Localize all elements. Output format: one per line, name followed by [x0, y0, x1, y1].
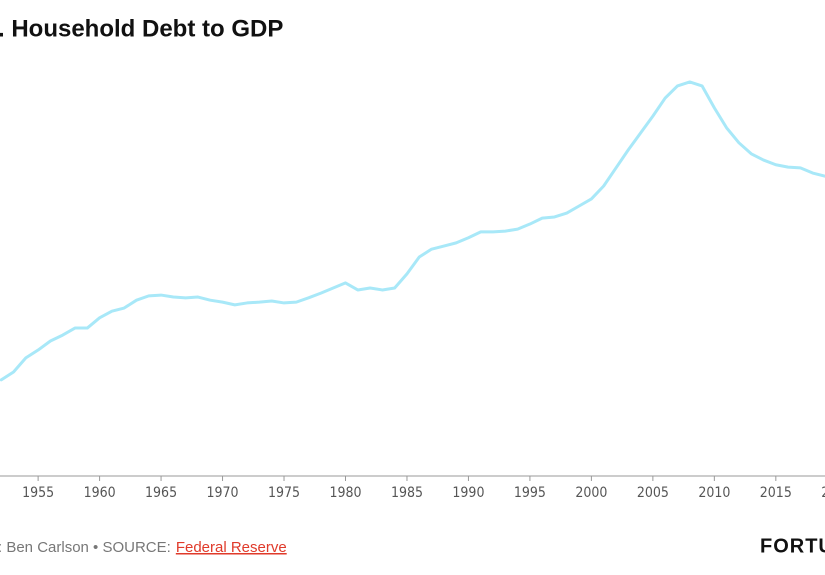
credit: : Ben Carlson • SOURCE: Federal Reserve	[0, 539, 287, 556]
x-tick-label: 1990	[452, 485, 484, 501]
x-tick-label: 1985	[391, 485, 423, 501]
x-tick-label: 1955	[22, 485, 54, 501]
data-line	[0, 80, 825, 382]
x-tick-label: 1970	[207, 485, 239, 501]
x-tick-label: 1960	[84, 485, 116, 501]
x-tick-label: 1965	[145, 485, 177, 501]
source-link[interactable]: Federal Reserve	[176, 539, 287, 556]
x-tick-label: 2000	[575, 485, 607, 501]
x-tick-label: 1980	[329, 485, 361, 501]
credit-text: : Ben Carlson • SOURCE:	[0, 539, 171, 556]
x-tick-label: 2010	[698, 485, 730, 501]
brand: FORTU	[760, 535, 825, 557]
x-tick-label: 1975	[268, 485, 300, 501]
x-tick-label: 1995	[514, 485, 546, 501]
x-tick-label: 2020	[821, 485, 825, 501]
x-tick-label: 2015	[760, 485, 792, 501]
chart-title: . Household Debt to GDP	[0, 15, 283, 42]
x-tick-label: 2005	[637, 485, 669, 501]
